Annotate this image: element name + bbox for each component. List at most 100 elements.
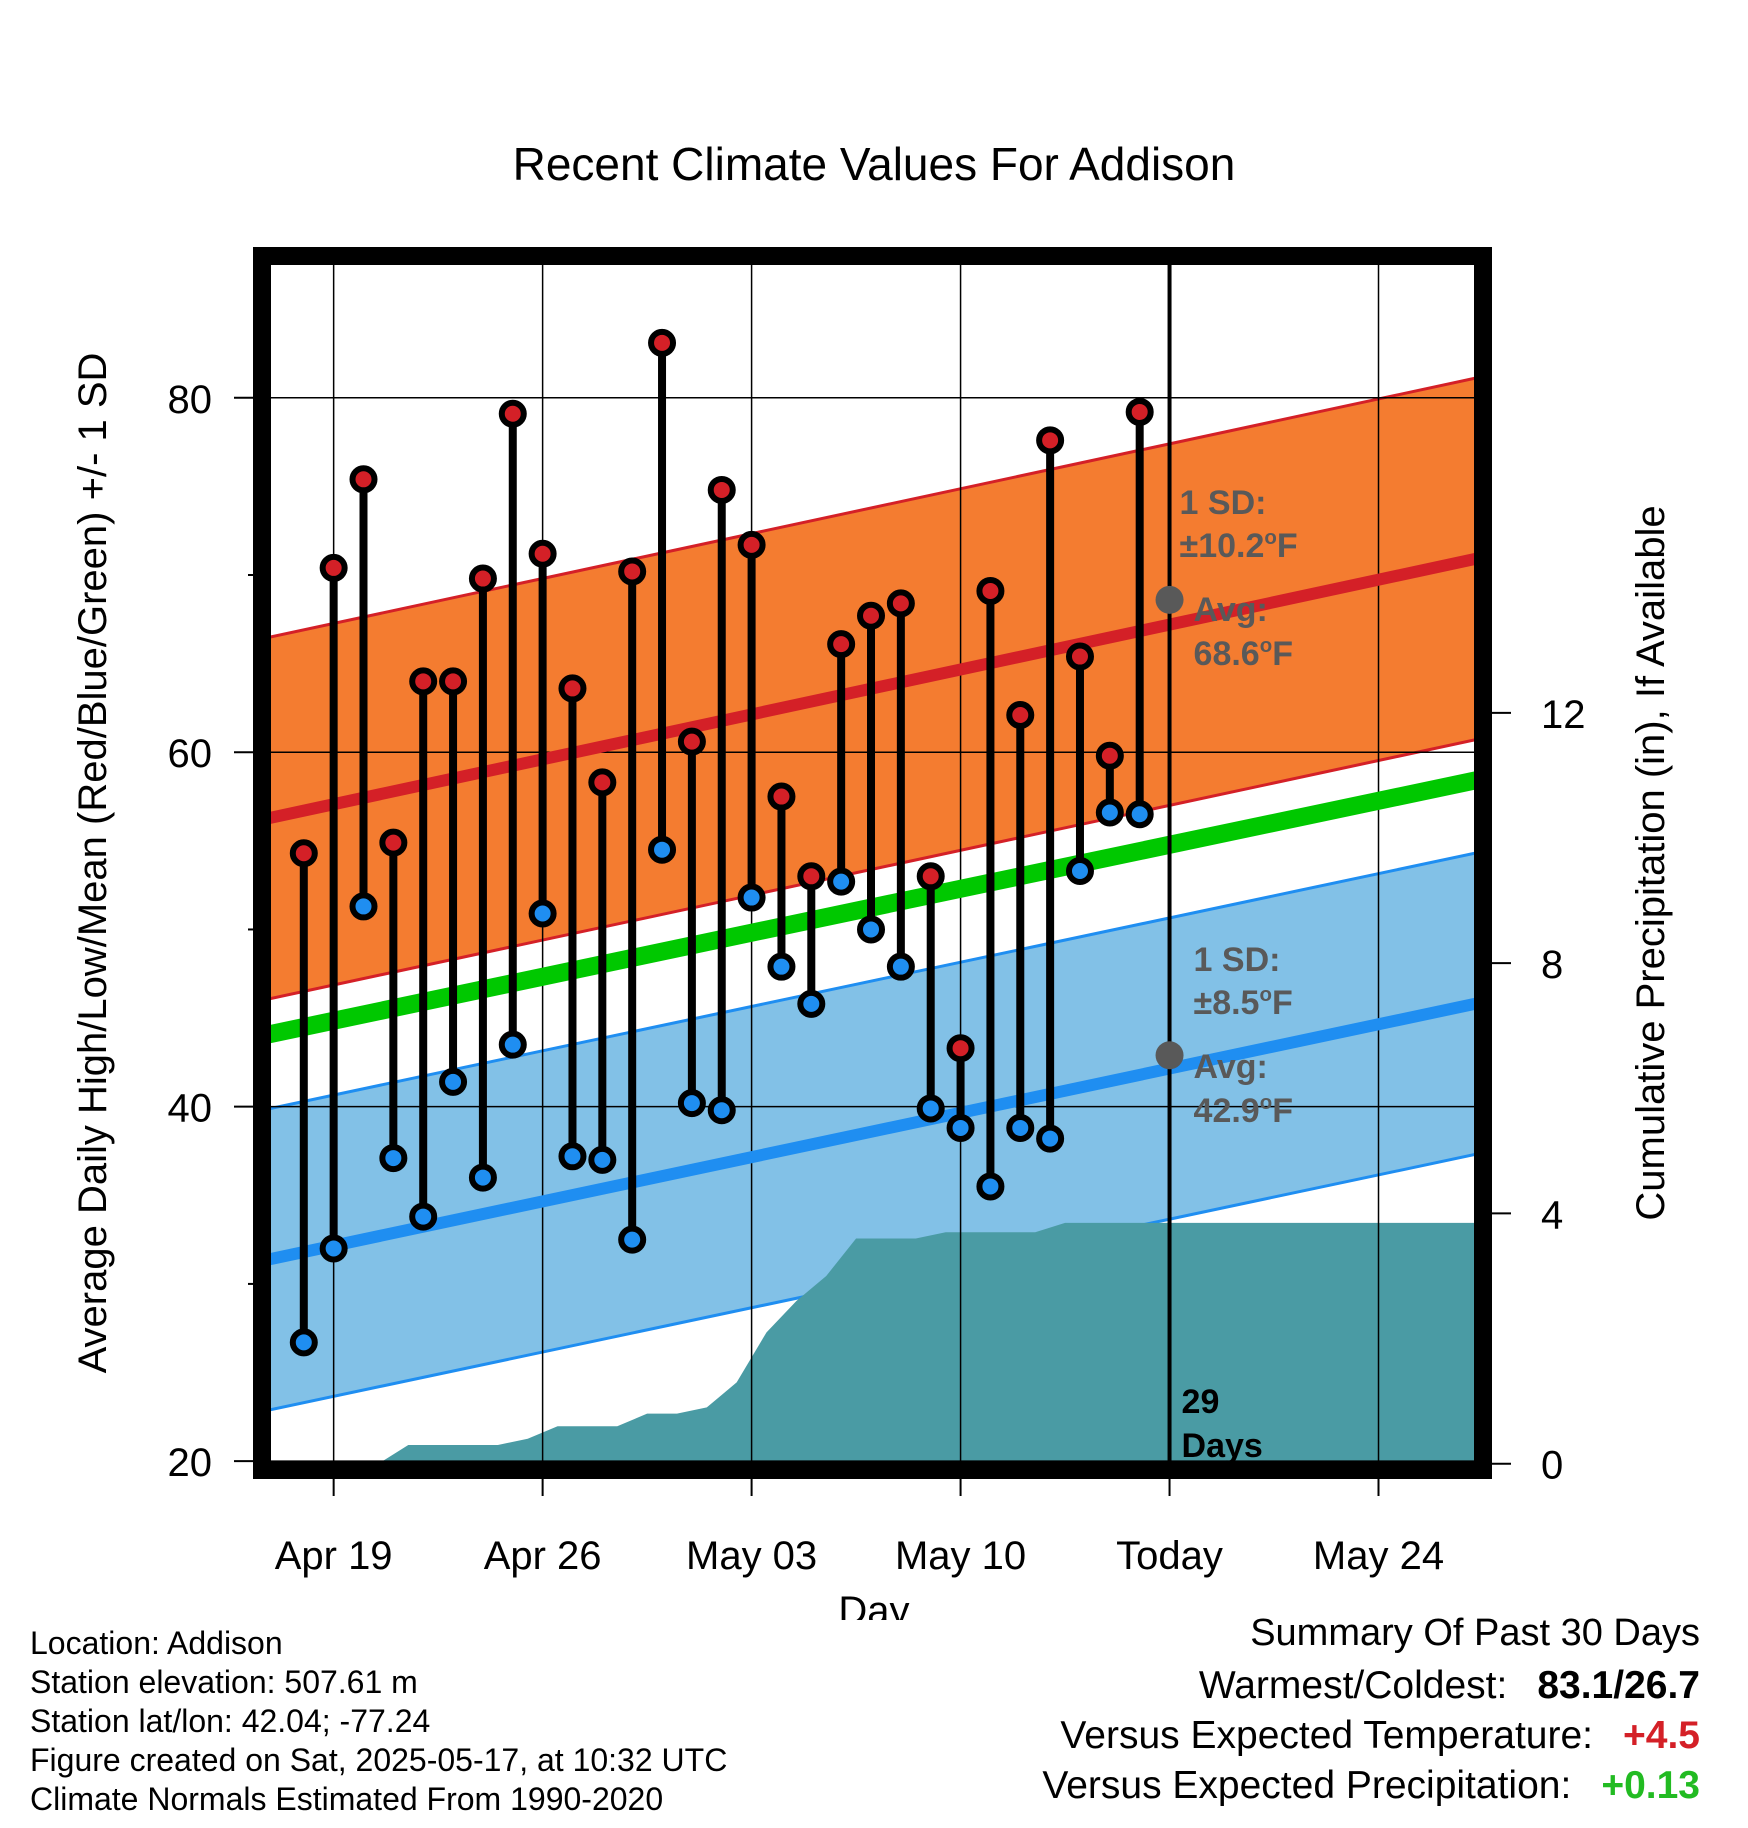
daily-high-point [379,828,408,857]
summary-title: Summary Of Past 30 Days [1250,1612,1700,1654]
daily-low-point [648,835,677,864]
daily-high-point [886,589,915,618]
days-word-label: Days [1182,1427,1263,1465]
daily-high-point [558,674,587,703]
high-sd-label: 1 SD: [1180,484,1267,522]
daily-high-point [976,576,1005,605]
latlon-text: Station lat/lon: 42.04; -77.24 [30,1703,431,1739]
daily-low-point [1006,1113,1035,1142]
daily-high-point [439,667,468,696]
x-tick-label: Apr 26 [484,1534,602,1578]
temp-value: +4.5 [1623,1714,1700,1757]
daily-low-point [468,1163,497,1192]
daily-low-point [707,1096,736,1125]
daily-low-point [379,1144,408,1173]
y2-tick-label: 4 [1541,1193,1563,1237]
daily-low-point [1095,798,1124,827]
low-avg-value: 42.9oF [1194,1092,1293,1130]
daily-low-point [886,952,915,981]
daily-low-point [946,1113,975,1142]
daily-high-point [707,475,736,504]
daily-high-point [648,328,677,357]
daily-high-point [767,782,796,811]
x-tick-label: May 03 [686,1534,817,1578]
x-axis-label: Day [838,1589,909,1620]
warm-cold-label: Warmest/Coldest: [1198,1664,1508,1707]
daily-high-point [677,727,706,756]
summary-precip: Versus Expected Precipitation: +0.13 [1042,1764,1700,1808]
y-tick-label: 40 [168,1087,213,1131]
x-tick-label: May 10 [895,1534,1026,1578]
daily-high-point [409,667,438,696]
low-avg-label: Avg: [1194,1048,1268,1086]
daily-low-point [319,1234,348,1263]
temp-label: Versus Expected Temperature: [1060,1714,1593,1757]
daily-low-point [1125,800,1154,829]
daily-high-point [319,553,348,582]
daily-low-point [1065,856,1094,885]
plot-frame [253,247,1492,1479]
high-avg-label: Avg: [1194,591,1268,629]
normals-text: Climate Normals Estimated From 1990-2020 [30,1781,664,1817]
y-tick-label: 60 [168,732,213,776]
climate-chart: 1 SD: ±10.2oF Avg: 68.6oF 1 SD: ±8.5oF Avg: 42.… [71,138,1673,1620]
daily-high-point [349,465,378,494]
daily-high-point [1065,642,1094,671]
daily-low-point [916,1094,945,1123]
daily-high-point [528,539,557,568]
low-sd-band-upper-edge [262,850,1483,1112]
y2-tick-label: 12 [1541,693,1586,737]
daily-low-point [767,952,796,981]
daily-low-point [558,1142,587,1171]
daily-low-point [797,989,826,1018]
daily-low-point [409,1202,438,1231]
daily-high-point [289,839,318,868]
daily-high-point [588,768,617,797]
location-text: Location: Addison [30,1625,283,1661]
y-tick-label: 80 [168,378,213,422]
high-sd-band-upper-edge [262,375,1483,641]
daily-low-point [976,1172,1005,1201]
precip-label: Versus Expected Precipitation: [1042,1764,1572,1807]
daily-high-point [618,557,647,586]
daily-low-point [498,1030,527,1059]
daily-high-point [498,399,527,428]
daily-high-point [468,564,497,593]
daily-high-point [857,601,886,630]
daily-high-point [1006,701,1035,730]
low-sd-label: 1 SD: [1194,941,1281,979]
daily-high-point [1095,741,1124,770]
y-tick-label: 20 [168,1441,213,1485]
daily-high-point [1125,397,1154,426]
low-avg-today-marker [1155,1041,1184,1070]
summary-warm-cold: Warmest/Coldest: 83.1/26.7 [1199,1664,1700,1708]
high-sd-value: ±10.2oF [1180,527,1298,565]
low-sd-value: ±8.5oF [1194,984,1293,1022]
daily-high-point [1036,426,1065,455]
daily-low-point [588,1145,617,1174]
daily-low-point [677,1089,706,1118]
daily-low-point [857,915,886,944]
x-tick-label: May 24 [1313,1534,1444,1578]
plot-area [262,256,1483,1470]
daily-high-point [737,530,766,559]
x-tick-label: Today [1116,1534,1223,1578]
daily-low-point [618,1225,647,1254]
daily-low-point [349,892,378,921]
y2-axis-label: Cumulative Precipitation (in), If Availa… [1629,505,1673,1220]
daily-high-point [916,862,945,891]
days-count-label: 29 [1182,1383,1220,1421]
daily-low-point [1036,1124,1065,1153]
high-avg-value: 68.6oF [1194,635,1293,673]
daily-low-point [528,899,557,928]
created-text: Figure created on Sat, 2025-05-17, at 10… [30,1742,728,1778]
elevation-text: Station elevation: 507.61 m [30,1664,418,1700]
daily-low-point [827,867,856,896]
daily-high-point [946,1034,975,1063]
chart-title: Recent Climate Values For Addison [513,138,1236,190]
precip-value: +0.13 [1601,1764,1700,1807]
daily-low-point [737,883,766,912]
low-avg-line [262,996,1483,1267]
warm-cold-value: 83.1/26.7 [1537,1664,1700,1707]
y-axis-label: Average Daily High/Low/Mean (Red/Blue/Gr… [71,353,115,1374]
